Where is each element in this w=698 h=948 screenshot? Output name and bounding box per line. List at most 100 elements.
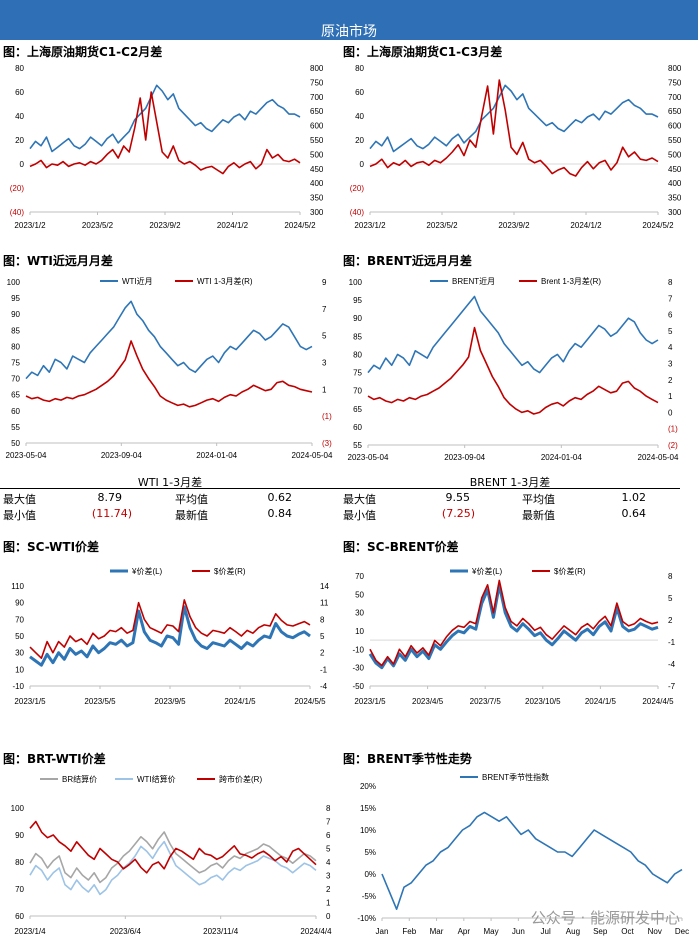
x-tick-label: Feb	[402, 927, 416, 936]
y-tick-label-right: (1)	[322, 412, 332, 421]
y-tick-label-right: 5	[326, 845, 331, 854]
y-tick-label-left: 75	[353, 369, 362, 378]
series-line-1	[29, 599, 311, 659]
y-tick-label-left: (20)	[10, 184, 25, 193]
y-tick-label-left: 80	[15, 64, 24, 73]
x-tick-label: 2023/10/5	[525, 697, 561, 706]
y-tick-label-right: 4	[668, 343, 673, 352]
y-tick-label-right: 4	[326, 858, 331, 867]
series-line-0	[369, 84, 659, 153]
y-tick-label-left: 50	[11, 439, 20, 448]
x-tick-label: 2023/9/2	[149, 221, 181, 230]
x-tick-label: 2024/1/2	[217, 221, 249, 230]
y-tick-label-right: 650	[310, 107, 324, 116]
y-tick-label-left: 20	[355, 136, 364, 145]
y-tick-label-left: 80	[15, 858, 24, 867]
panel-title-sc-brent: 图：SC-BRENT价差	[343, 540, 459, 554]
y-tick-label-right: 3	[326, 872, 331, 881]
y-tick-label-right: 7	[322, 305, 327, 314]
y-tick-label-left: 10%	[360, 826, 376, 835]
y-tick-label-left: 90	[15, 599, 24, 608]
wti-min-label: 最小值	[3, 509, 36, 522]
y-tick-label-left: 30	[15, 649, 24, 658]
x-tick-label: 2023-09-04	[444, 453, 485, 462]
y-tick-label-right: (1)	[668, 425, 678, 434]
x-tick-label: 2024/4/5	[642, 697, 674, 706]
y-tick-label-right: 6	[668, 311, 673, 320]
x-tick-label: 2023/1/5	[354, 697, 386, 706]
y-tick-label-left: -30	[352, 664, 364, 673]
y-tick-label-right: 400	[310, 179, 324, 188]
y-tick-label-right: 5	[320, 632, 325, 641]
y-tick-label-right: -4	[320, 682, 328, 691]
series-line-2	[29, 820, 317, 874]
y-tick-label-left: 100	[7, 278, 21, 287]
y-tick-label-right: 6	[326, 831, 331, 840]
x-tick-label: 2023/9/2	[498, 221, 530, 230]
y-tick-label-right: 500	[668, 150, 682, 159]
y-tick-label-left: 60	[15, 88, 24, 97]
chart-brt-wti: 100 90 80 70 60 8 7 6 5 4 3 2 1 0 2023/1/4 2023/6/4 2023…	[11, 774, 332, 936]
x-tick-label: Sep	[593, 927, 608, 936]
y-tick-label-right: 1	[322, 385, 327, 394]
y-tick-label-left: 75	[11, 359, 20, 368]
wti-stats-rule	[0, 488, 340, 489]
y-tick-label-left: -10	[352, 645, 364, 654]
brent-latest-label: 最新值	[522, 509, 555, 522]
y-tick-label-right: 2	[668, 376, 673, 385]
y-tick-label-left: 85	[353, 332, 362, 341]
y-tick-label-right: 600	[310, 122, 324, 131]
y-tick-label-right: 14	[320, 582, 329, 591]
x-tick-label: 2024/5/5	[294, 697, 326, 706]
panel-title-c1c3: 图：上海原油期货C1-C3月差	[343, 45, 503, 59]
y-tick-label-right: 2	[320, 649, 325, 658]
y-tick-label-right: 11	[320, 599, 329, 608]
series-line-1	[29, 91, 301, 175]
y-tick-label-left: 60	[15, 912, 24, 921]
wti-max-value: 8.79	[97, 491, 123, 504]
y-tick-label-right: 5	[322, 332, 327, 341]
wti-mean-label: 平均值	[175, 493, 208, 506]
series-line-0	[381, 811, 683, 910]
x-tick-label: 2023/5/5	[84, 697, 116, 706]
y-tick-label-right: 8	[668, 278, 673, 287]
y-tick-label-left: 40	[15, 112, 24, 121]
x-tick-label: 2023/1/5	[14, 697, 46, 706]
brent-max-value: 9.55	[445, 491, 471, 504]
y-tick-label-right: -1	[668, 638, 676, 647]
legend-label: $价差(R)	[554, 566, 586, 576]
y-tick-label-right: 8	[326, 804, 331, 813]
y-tick-label-right: -7	[668, 682, 676, 691]
brent-stats-caption: BRENT 1-3月差	[469, 476, 551, 489]
wti-stats-table: WTI 1-3月差 最大值 8.79 平均值 0.62 最小值 (11.74) …	[0, 474, 340, 524]
y-tick-label-left: 65	[353, 405, 362, 414]
y-tick-label-left: 100	[349, 278, 363, 287]
y-tick-label-right: 750	[668, 78, 682, 87]
y-tick-label-left: 70	[15, 885, 24, 894]
panel-title-sc-wti: 图：SC-WTI价差	[3, 540, 100, 554]
series-line-0	[368, 583, 659, 670]
y-tick-label-right: 500	[310, 150, 324, 159]
wti-latest-label: 最新值	[175, 509, 208, 522]
y-tick-label-right: 9	[322, 278, 327, 287]
y-tick-label-left: 90	[353, 314, 362, 323]
x-tick-label: Mar	[430, 927, 444, 936]
y-tick-label-left: 55	[353, 441, 362, 450]
y-tick-label-left: 80	[355, 64, 364, 73]
y-tick-label-left: 80	[353, 350, 362, 359]
y-tick-label-right: 800	[310, 64, 324, 73]
x-tick-label: 2023/1/2	[14, 221, 46, 230]
x-tick-label: 2023-05-04	[6, 451, 47, 460]
x-tick-label: 2023/5/2	[426, 221, 458, 230]
y-tick-label-left: 0	[20, 160, 25, 169]
y-tick-label-left: 60	[11, 407, 20, 416]
y-tick-label-right: 700	[310, 93, 324, 102]
wti-mean-value: 0.62	[267, 491, 293, 504]
y-tick-label-right: 0	[668, 408, 673, 417]
y-tick-label-left: 0%	[364, 870, 376, 879]
y-tick-label-left: (20)	[350, 184, 365, 193]
y-tick-label-right: 550	[310, 136, 324, 145]
y-tick-label-right: 2	[326, 885, 331, 894]
x-tick-label: 2023/7/5	[470, 697, 502, 706]
y-tick-label-left: 40	[355, 112, 364, 121]
